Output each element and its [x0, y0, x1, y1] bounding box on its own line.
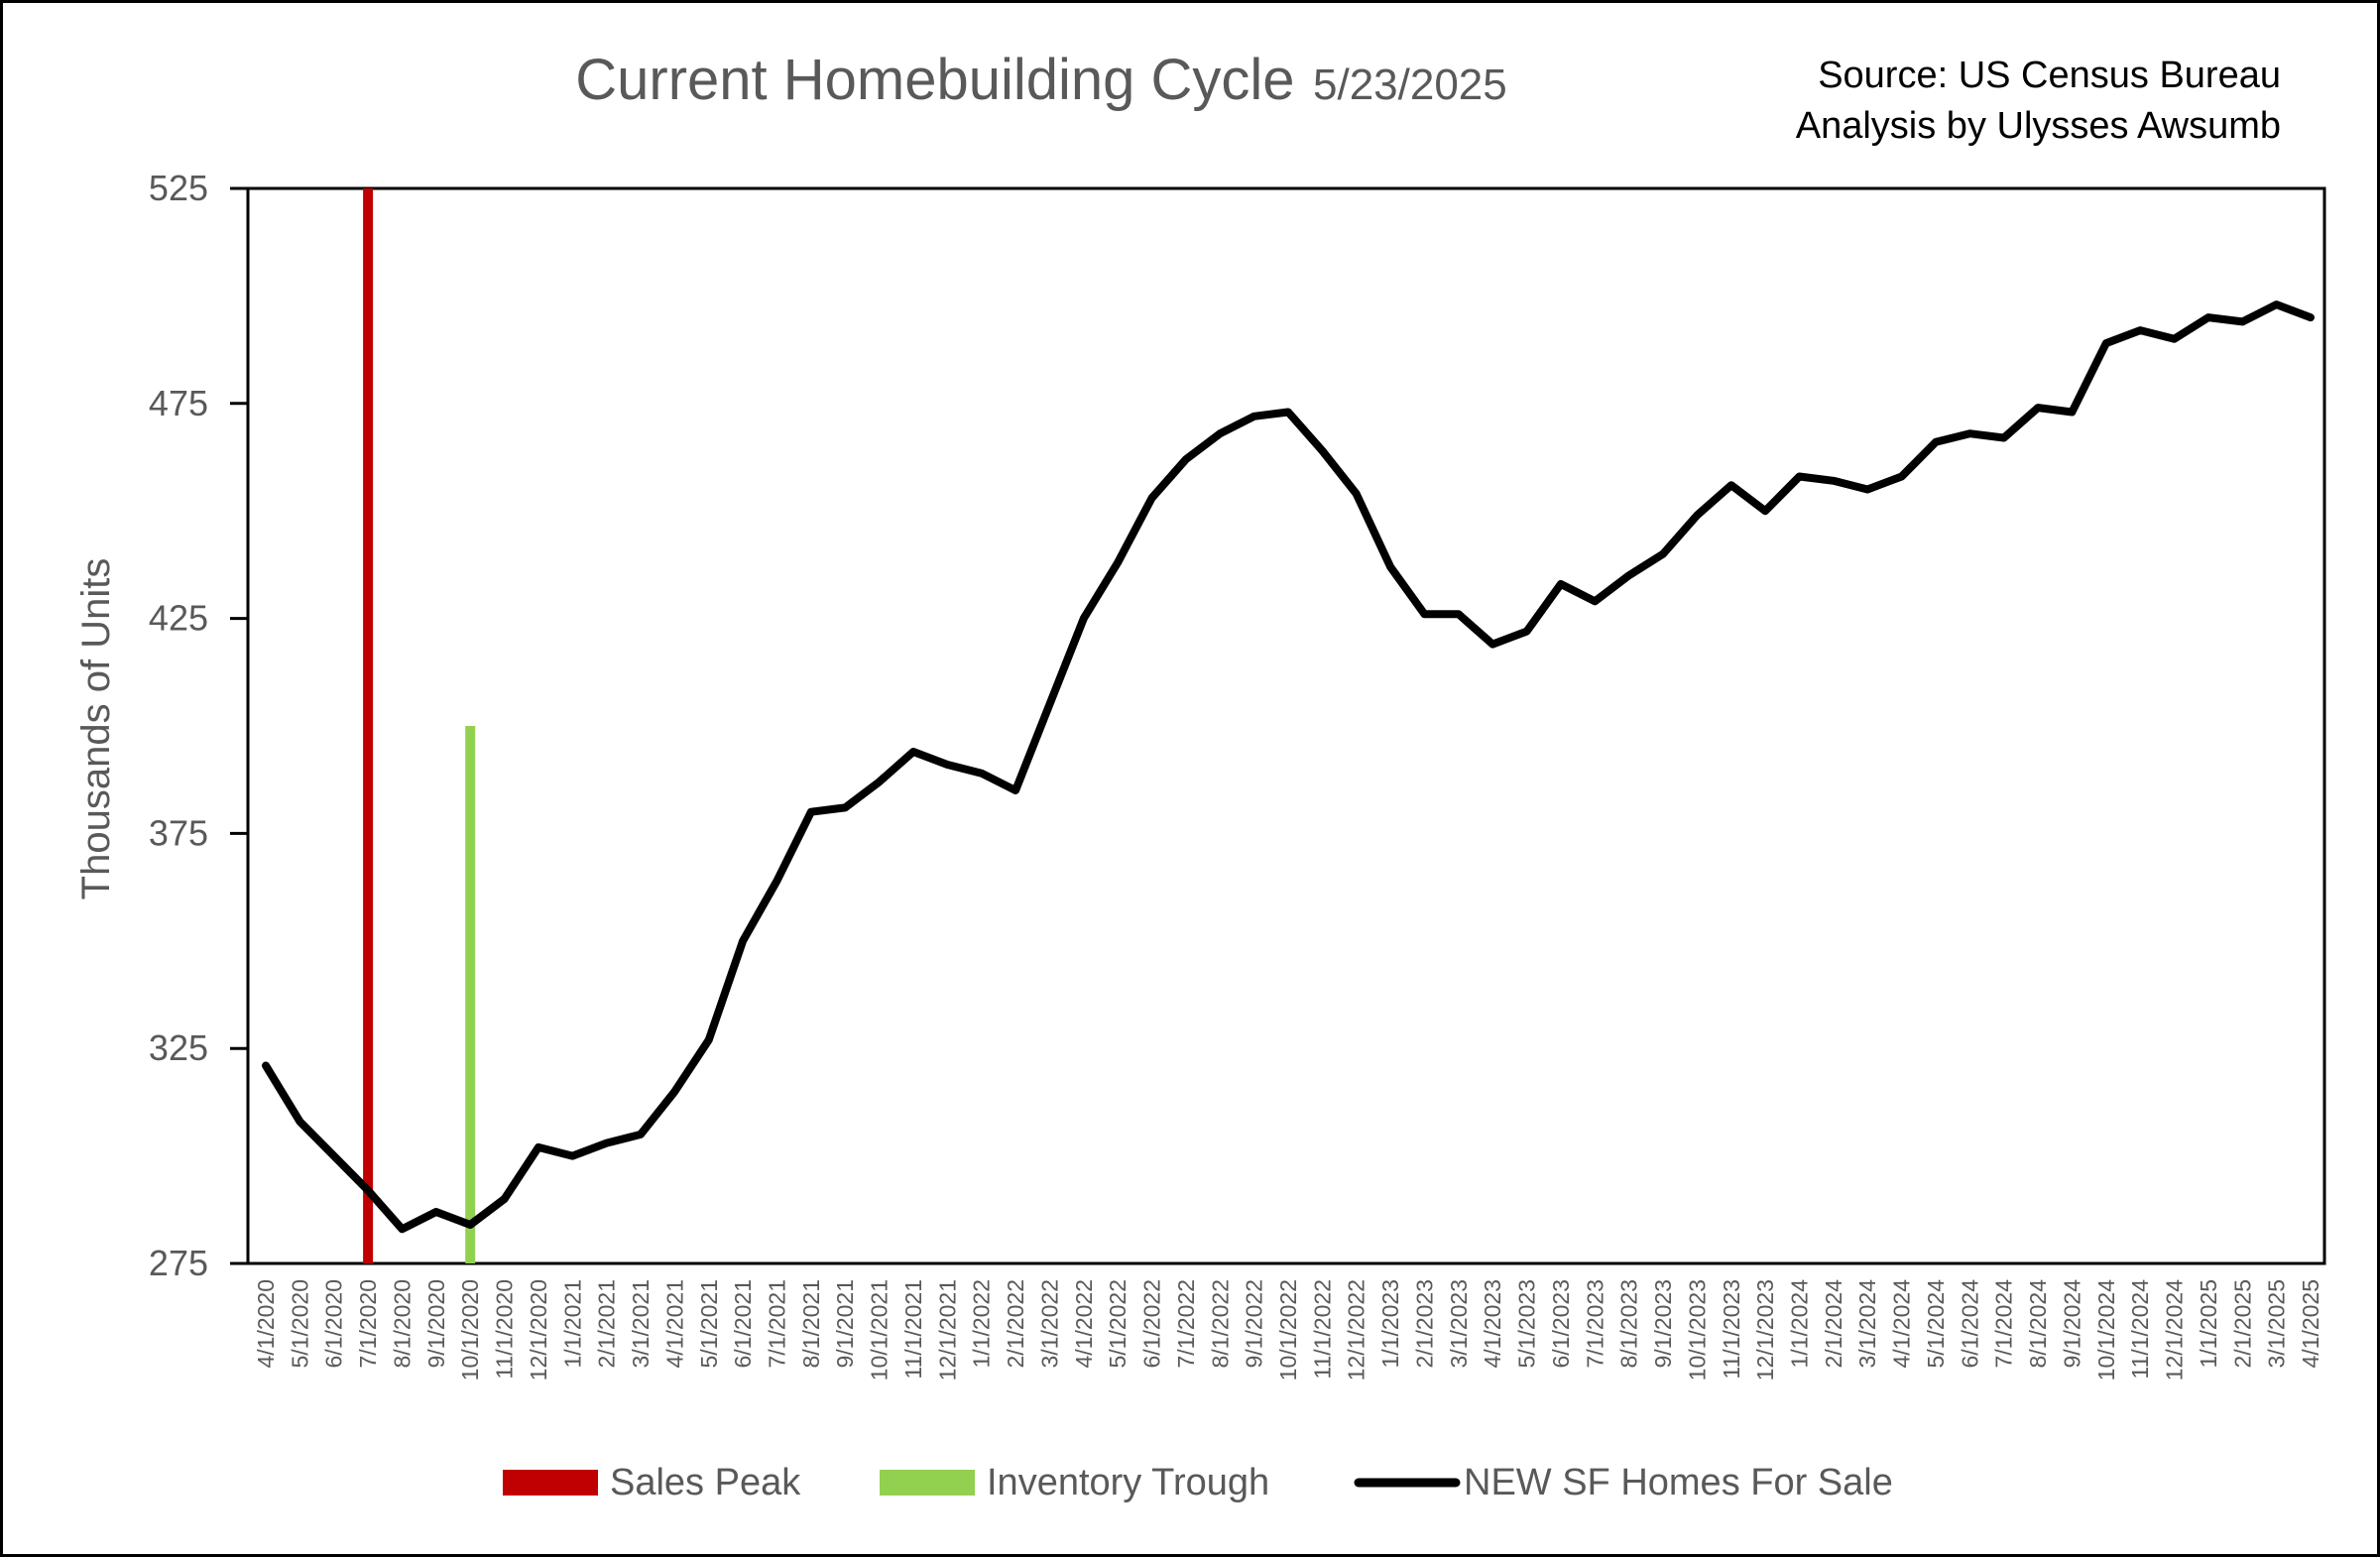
- y-tick-label: 425: [149, 598, 208, 639]
- legend-label-sales-peak: Sales Peak: [610, 1462, 801, 1503]
- x-tick-label: 8/1/2021: [798, 1279, 824, 1369]
- x-tick-label: 4/1/2024: [1889, 1279, 1915, 1369]
- x-tick-label: 7/1/2020: [355, 1279, 381, 1369]
- x-tick-label: 10/1/2021: [867, 1279, 892, 1380]
- x-tick-label: 1/1/2023: [1377, 1279, 1403, 1369]
- x-tick-label: 2/1/2022: [1003, 1279, 1028, 1369]
- y-tick-label: 275: [149, 1243, 208, 1283]
- legend: Sales Peak Inventory Trough NEW SF Homes…: [503, 1462, 1893, 1503]
- x-tick-label: 5/1/2023: [1514, 1279, 1540, 1369]
- x-tick-label: 4/1/2020: [253, 1279, 279, 1369]
- x-tick-label: 8/1/2020: [389, 1279, 415, 1369]
- x-tick-label: 9/1/2022: [1242, 1279, 1267, 1369]
- x-tick-label: 12/1/2023: [1752, 1279, 1778, 1380]
- chart-title-group: Current Homebuilding Cycle 5/23/2025: [575, 48, 1507, 112]
- x-tick-label: 12/1/2024: [2162, 1279, 2188, 1381]
- x-tick-label: 6/1/2024: [1957, 1279, 1982, 1369]
- x-tick-label: 7/1/2023: [1582, 1279, 1607, 1369]
- y-tick-label: 525: [149, 168, 208, 208]
- x-tick-label: 4/1/2025: [2298, 1279, 2323, 1369]
- x-tick-label: 3/1/2023: [1446, 1279, 1472, 1369]
- x-axis-ticks: 4/1/2020 5/1/2020 6/1/2020 7/1/2020 8/1/2020…: [253, 1279, 2323, 1381]
- x-tick-label: 9/1/2024: [2059, 1279, 2084, 1369]
- x-tick-label: 6/1/2021: [730, 1279, 756, 1369]
- x-tick-label: 5/1/2020: [287, 1279, 312, 1369]
- plot-area: [246, 186, 2326, 1265]
- x-tick-label: 10/1/2023: [1684, 1279, 1710, 1380]
- x-tick-label: 10/1/2020: [457, 1279, 483, 1380]
- x-tick-label: 2/1/2023: [1411, 1279, 1437, 1369]
- x-tick-label: 2/1/2024: [1821, 1279, 1846, 1369]
- legend-label-inventory-trough: Inventory Trough: [987, 1462, 1269, 1503]
- x-tick-label: 6/1/2022: [1139, 1279, 1165, 1369]
- x-tick-label: 4/1/2022: [1071, 1279, 1097, 1369]
- x-tick-label: 11/1/2022: [1309, 1279, 1335, 1379]
- x-tick-label: 12/1/2021: [934, 1279, 960, 1380]
- x-tick-label: 8/1/2023: [1616, 1279, 1642, 1369]
- x-tick-label: 9/1/2023: [1650, 1279, 1676, 1369]
- x-tick-label: 6/1/2020: [321, 1279, 347, 1369]
- series-group: [262, 300, 2315, 1234]
- x-tick-label: 12/1/2020: [526, 1279, 551, 1380]
- x-tick-label: 5/1/2024: [1923, 1279, 1949, 1369]
- x-tick-label: 9/1/2020: [423, 1279, 449, 1369]
- x-tick-label: 6/1/2023: [1548, 1279, 1574, 1369]
- x-tick-label: 10/1/2022: [1275, 1279, 1301, 1380]
- x-tick-label: 4/1/2021: [661, 1279, 687, 1369]
- series-line-new-sf-homes: [262, 300, 2315, 1234]
- x-tick-label: 1/1/2022: [969, 1279, 995, 1369]
- x-tick-label: 3/1/2022: [1036, 1279, 1062, 1369]
- chart-title-date: 5/23/2025: [1313, 60, 1507, 109]
- x-tick-label: 2/1/2025: [2229, 1279, 2255, 1369]
- x-tick-label: 2/1/2021: [594, 1279, 620, 1369]
- x-tick-label: 4/1/2023: [1480, 1279, 1505, 1369]
- y-axis-label: Thousands of Units: [74, 558, 118, 900]
- y-tick-label: 375: [149, 812, 208, 853]
- source-line-2: Analysis by Ulysses Awsumb: [1796, 105, 2281, 147]
- x-tick-label: 7/1/2024: [1991, 1279, 2017, 1369]
- x-tick-label: 11/1/2020: [492, 1279, 518, 1379]
- x-tick-label: 11/1/2024: [2127, 1279, 2153, 1379]
- x-tick-label: 8/1/2024: [2025, 1279, 2051, 1369]
- y-tick-label: 475: [149, 383, 208, 423]
- legend-swatch-inventory-trough: [880, 1470, 975, 1496]
- event-markers: [363, 188, 476, 1263]
- x-tick-label: 11/1/2023: [1719, 1279, 1744, 1379]
- x-tick-label: 7/1/2021: [765, 1279, 790, 1369]
- source-line-1: Source: US Census Bureau: [1818, 55, 2281, 96]
- x-tick-label: 5/1/2021: [696, 1279, 722, 1369]
- x-tick-label: 3/1/2025: [2264, 1279, 2290, 1369]
- x-tick-label: 3/1/2024: [1854, 1279, 1880, 1369]
- legend-label-new-sf-homes: NEW SF Homes For Sale: [1464, 1462, 1893, 1503]
- y-axis-ticks: 275 325 375 425 475 525: [149, 168, 248, 1283]
- x-tick-label: 12/1/2022: [1344, 1279, 1369, 1380]
- x-tick-label: 1/1/2021: [559, 1279, 585, 1369]
- x-tick-label: 1/1/2025: [2196, 1279, 2221, 1369]
- x-tick-label: 10/1/2024: [2093, 1279, 2119, 1381]
- x-tick-label: 11/1/2021: [900, 1279, 926, 1379]
- x-tick-label: 1/1/2024: [1787, 1279, 1813, 1369]
- x-tick-label: 5/1/2022: [1105, 1279, 1130, 1369]
- x-tick-label: 8/1/2022: [1207, 1279, 1233, 1369]
- x-tick-label: 7/1/2022: [1173, 1279, 1199, 1369]
- x-tick-label: 3/1/2021: [628, 1279, 654, 1369]
- chart-title: Current Homebuilding Cycle: [575, 48, 1294, 112]
- x-tick-label: 9/1/2021: [832, 1279, 858, 1369]
- y-tick-label: 325: [149, 1027, 208, 1068]
- legend-swatch-sales-peak: [503, 1470, 598, 1496]
